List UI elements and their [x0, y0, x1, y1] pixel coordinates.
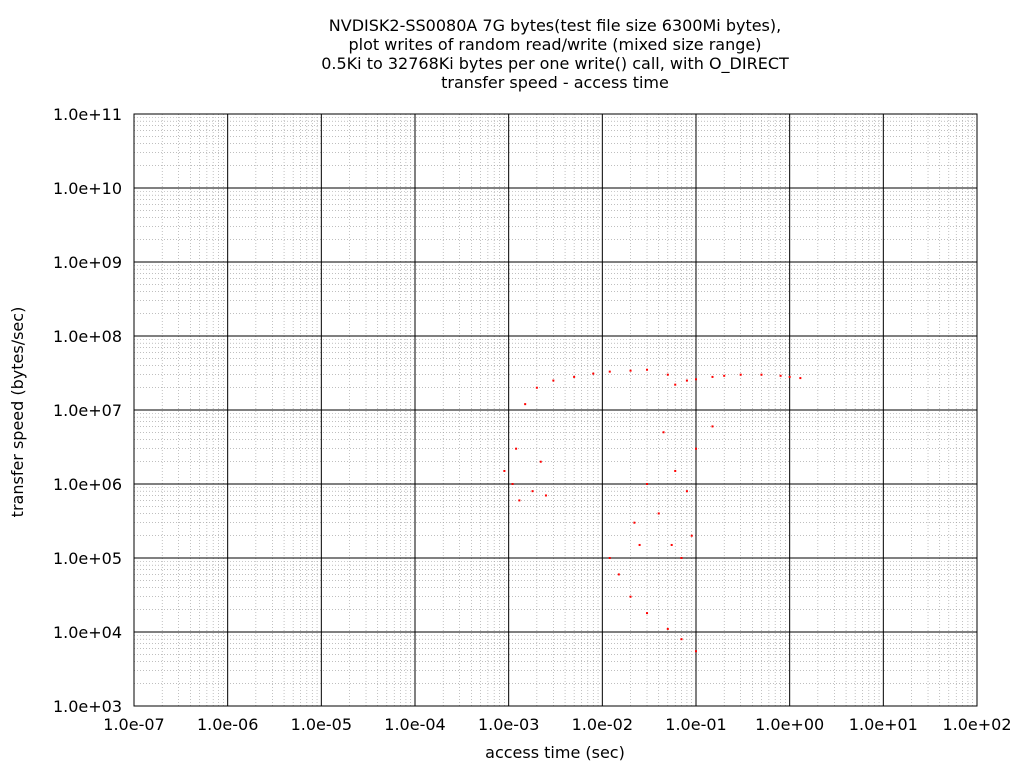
data-point — [518, 499, 521, 502]
major-grid — [134, 114, 977, 706]
data-point — [646, 612, 649, 615]
data-point — [629, 595, 632, 598]
y-axis-label: transfer speed (bytes/sec) — [8, 307, 27, 518]
y-tick-label: 1.0e+07 — [53, 401, 122, 420]
chart-title-line-2: plot writes of random read/write (mixed … — [348, 35, 762, 54]
data-point — [617, 573, 620, 576]
minor-grid — [134, 114, 977, 706]
data-point — [723, 374, 726, 377]
data-point — [646, 483, 649, 485]
y-tick-label: 1.0e+08 — [53, 327, 122, 346]
y-tick-label: 1.0e+09 — [53, 253, 122, 272]
data-point — [674, 469, 677, 472]
data-point — [670, 543, 673, 546]
data-point — [573, 375, 576, 378]
chart-title-line-3: 0.5Ki to 32768Ki bytes per one write() c… — [321, 54, 789, 73]
data-points — [503, 368, 802, 653]
x-axis-ticks: 1.0e-07 1.0e-06 1.0e-05 1.0e-04 1.0e-03 1.0e-… — [103, 715, 1011, 734]
data-point — [695, 378, 697, 381]
y-tick-label: 1.0e+06 — [53, 475, 122, 494]
y-axis-ticks: 1.0e+03 1.0e+04 1.0e+05 1.0e+06 1.0e+07 1.0e+… — [53, 105, 122, 716]
y-tick-label: 1.0e+05 — [53, 549, 122, 568]
y-tick-label: 1.0e+04 — [53, 623, 122, 642]
data-point — [666, 373, 669, 376]
data-point — [695, 650, 697, 653]
data-point — [666, 627, 669, 630]
data-point — [674, 383, 677, 386]
plot-frame — [133, 113, 978, 707]
data-point — [544, 494, 547, 497]
data-point — [680, 638, 683, 641]
data-point — [592, 372, 595, 375]
x-axis-label: access time (sec) — [485, 743, 625, 762]
data-point — [552, 379, 555, 382]
x-tick-label: 1.0e+00 — [755, 715, 824, 734]
x-tick-label: 1.0e+01 — [849, 715, 918, 734]
x-tick-label: 1.0e-04 — [384, 715, 445, 734]
data-point — [662, 431, 665, 434]
data-point — [633, 521, 636, 524]
data-point — [799, 377, 802, 380]
data-point — [657, 512, 660, 515]
data-point — [760, 373, 763, 376]
data-point — [511, 483, 514, 485]
x-tick-label: 1.0e+02 — [942, 715, 1011, 734]
x-tick-label: 1.0e-01 — [665, 715, 726, 734]
chart-title-line-4: transfer speed - access time — [441, 73, 669, 92]
data-point — [788, 375, 791, 378]
x-tick-label: 1.0e-03 — [478, 715, 539, 734]
data-point — [524, 403, 527, 406]
y-tick-label: 1.0e+11 — [53, 105, 122, 124]
data-point — [690, 534, 693, 537]
data-point — [608, 370, 611, 373]
data-point — [629, 369, 632, 372]
data-point — [646, 368, 649, 371]
x-tick-label: 1.0e-02 — [572, 715, 633, 734]
data-point — [739, 373, 742, 376]
x-tick-label: 1.0e-06 — [197, 715, 258, 734]
y-tick-label: 1.0e+10 — [53, 179, 122, 198]
x-tick-label: 1.0e-07 — [103, 715, 164, 734]
data-point — [695, 447, 697, 450]
data-point — [685, 379, 688, 382]
data-point — [608, 557, 611, 559]
data-point — [535, 386, 538, 389]
data-point — [539, 460, 542, 463]
data-point — [779, 374, 782, 377]
data-point — [531, 490, 534, 493]
data-point — [515, 447, 518, 450]
data-point — [503, 469, 506, 472]
data-point — [680, 557, 683, 559]
x-tick-label: 1.0e-05 — [291, 715, 352, 734]
data-point — [711, 375, 714, 378]
chart-title-line-1: NVDISK2-SS0080A 7G bytes(test file size … — [328, 16, 782, 35]
y-tick-label: 1.0e+03 — [53, 697, 122, 716]
data-point — [685, 490, 688, 493]
data-point — [638, 543, 641, 546]
data-point — [711, 425, 714, 428]
